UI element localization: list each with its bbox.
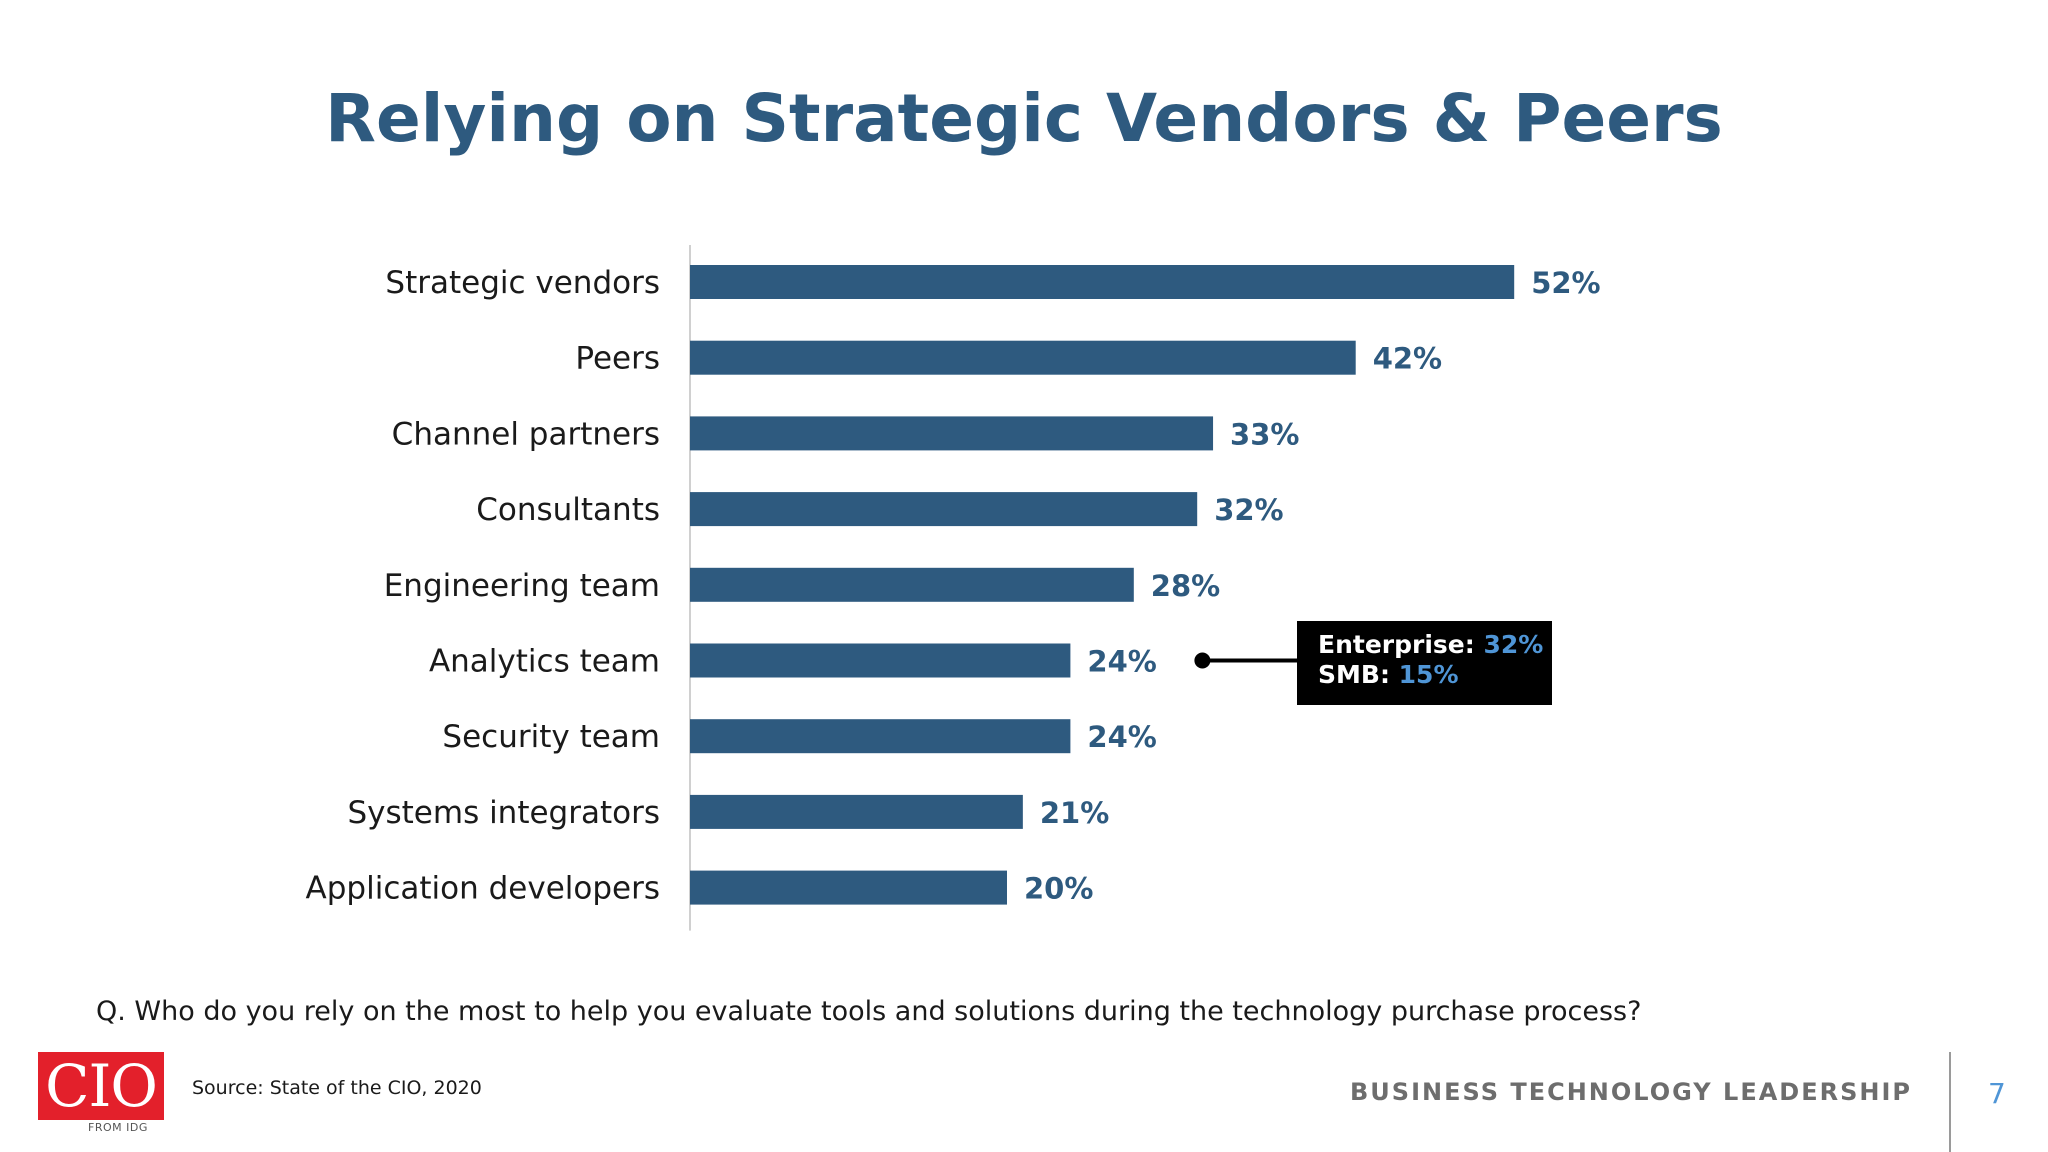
logo-subtext: FROM IDG	[88, 1121, 148, 1134]
bar	[690, 719, 1071, 754]
callout-enterprise-label: Enterprise:	[1318, 630, 1475, 659]
bar	[690, 416, 1214, 451]
bar	[690, 492, 1198, 527]
value-label: 52%	[1531, 266, 1600, 300]
value-label: 42%	[1373, 342, 1442, 376]
value-label: 28%	[1151, 569, 1220, 603]
logo-wordmark: CIO	[38, 1052, 164, 1120]
page-number: 7	[1988, 1077, 2006, 1110]
callout-line-enterprise: Enterprise: 32%	[1318, 630, 1552, 660]
value-label: 24%	[1087, 720, 1156, 754]
bar	[690, 265, 1515, 299]
bar	[690, 794, 1023, 829]
category-label: Application developers	[306, 871, 660, 907]
category-label: Systems integrators	[347, 795, 660, 831]
bar-chart: Strategic vendors 52% Peers 42% Channel part…	[306, 245, 1601, 931]
callout-smb-value: 15%	[1398, 660, 1459, 689]
bar	[690, 340, 1356, 375]
survey-question: Q. Who do you rely on the most to help y…	[96, 996, 1642, 1027]
callout-enterprise-value: 32%	[1483, 630, 1544, 659]
value-label: 24%	[1087, 645, 1156, 679]
category-label: Channel partners	[392, 416, 660, 452]
footer-tagline: BUSINESS TECHNOLOGY LEADERSHIP	[1350, 1078, 1912, 1106]
chart-title: Relying on Strategic Vendors & Peers	[325, 80, 1723, 157]
value-label: 32%	[1214, 493, 1283, 527]
cio-logo: CIO FROM IDG	[38, 1052, 164, 1134]
bar	[690, 870, 1007, 905]
category-label: Strategic vendors	[385, 265, 660, 301]
bar	[690, 567, 1134, 602]
category-label: Security team	[442, 719, 660, 755]
callout-smb-label: SMB:	[1318, 660, 1390, 689]
value-label: 20%	[1024, 872, 1093, 906]
source-note: Source: State of the CIO, 2020	[192, 1077, 482, 1099]
callout-line-smb: SMB: 15%	[1318, 660, 1552, 690]
bar	[690, 643, 1071, 678]
annotation-callout: Enterprise: 32% SMB: 15%	[1297, 621, 1552, 705]
category-label: Analytics team	[429, 644, 660, 680]
category-label: Peers	[575, 341, 660, 377]
footer-divider	[1949, 1052, 1951, 1152]
value-label: 33%	[1230, 417, 1299, 451]
value-label: 21%	[1040, 796, 1109, 830]
category-label: Consultants	[476, 492, 660, 528]
category-label: Engineering team	[384, 568, 660, 604]
